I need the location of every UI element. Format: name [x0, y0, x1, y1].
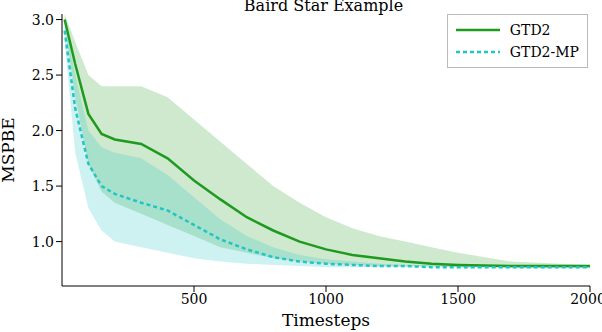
svg-text:1500: 1500 [440, 291, 476, 307]
svg-text:2.0: 2.0 [32, 123, 54, 139]
svg-text:2000: 2000 [570, 291, 594, 307]
svg-text:1.0: 1.0 [32, 234, 54, 250]
svg-text:3.0: 3.0 [32, 12, 54, 28]
svg-text:Timesteps: Timesteps [282, 310, 370, 330]
html-text:GTD2-MP: GTD2-MP [509, 44, 579, 60]
svg-text:MSPBE: MSPBE [8, 117, 18, 182]
svg-text:1000: 1000 [308, 291, 344, 307]
html-text:GTD2: GTD2 [509, 22, 551, 38]
svg-text:1.5: 1.5 [32, 178, 54, 194]
svg-text:500: 500 [181, 291, 208, 307]
svg-text:2.5: 2.5 [32, 67, 54, 83]
